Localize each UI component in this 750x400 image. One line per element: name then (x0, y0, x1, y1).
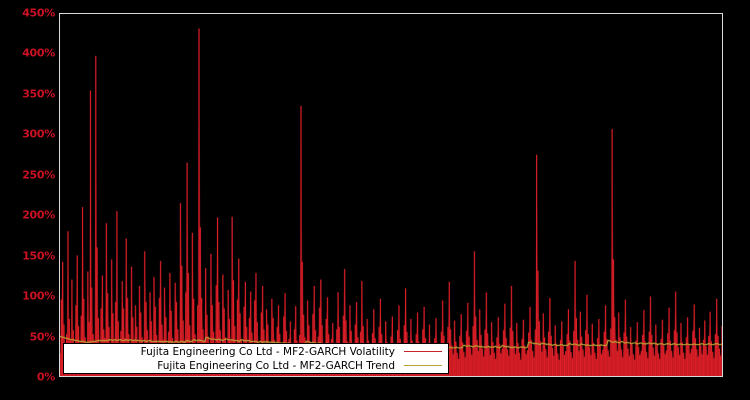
y-tick-label-450pct: 450% (22, 6, 55, 20)
legend-label-trend: Fujita Engineering Co Ltd - MF2-GARCH Tr… (157, 359, 395, 372)
volatility-series-canvas (60, 14, 722, 376)
legend-item-trend[interactable]: Fujita Engineering Co Ltd - MF2-GARCH Tr… (64, 359, 448, 373)
y-tick-label-350pct: 350% (22, 87, 55, 101)
y-tick-label-400pct: 400% (22, 46, 55, 60)
legend-label-volatility: Fujita Engineering Co Ltd - MF2-GARCH Vo… (140, 345, 395, 358)
legend-swatch-trend-line (404, 365, 442, 366)
plot-area (59, 13, 723, 377)
y-tick-label-200pct: 200% (22, 208, 55, 222)
y-tick-label-250pct: 250% (22, 168, 55, 182)
chart-legend: Fujita Engineering Co Ltd - MF2-GARCH Vo… (63, 343, 449, 374)
legend-swatch-volatility-line (404, 351, 442, 352)
y-tick-label-150pct: 150% (22, 249, 55, 263)
y-tick-label-100pct: 100% (22, 289, 55, 303)
y-tick-label-50pct: 50% (29, 330, 56, 344)
y-axis-tick-labels: 0% 50% 100% 150% 200% 250% 300% 350% 400% 450% (0, 0, 59, 400)
legend-item-volatility[interactable]: Fujita Engineering Co Ltd - MF2-GARCH Vo… (64, 345, 448, 359)
y-tick-label-0pct: 0% (36, 370, 55, 384)
y-tick-label-300pct: 300% (22, 127, 55, 141)
